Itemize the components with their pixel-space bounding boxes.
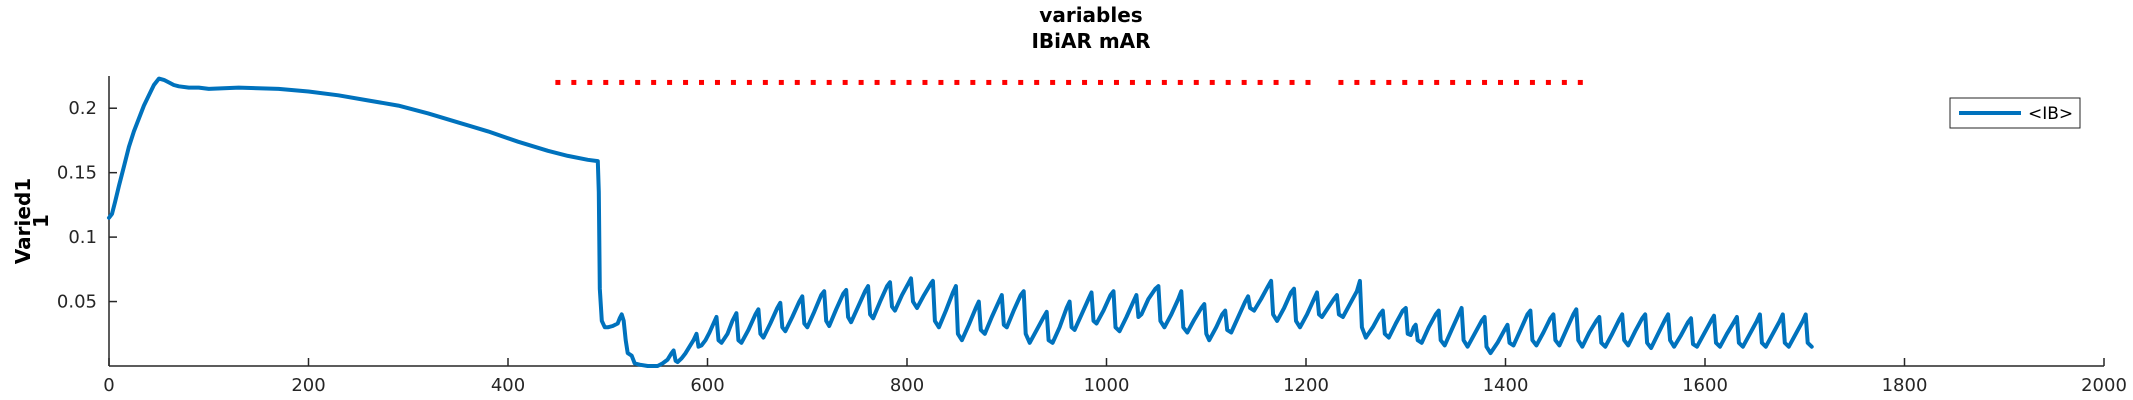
series-lines (107, 76, 1814, 368)
red-dot (1305, 79, 1311, 85)
red-dot (794, 79, 800, 85)
y-axis-label-line-2: 1 (29, 214, 53, 228)
x-tick-label: 400 (491, 375, 525, 396)
red-dot (746, 79, 752, 85)
red-dot (1434, 79, 1440, 85)
red-dot (1529, 79, 1535, 85)
red-dot (1418, 79, 1424, 85)
red-dot (1082, 79, 1088, 85)
red-dot (858, 79, 864, 85)
red-dot (970, 79, 976, 85)
red-dot (619, 79, 625, 85)
red-dot (651, 79, 657, 85)
red-dot (1145, 79, 1151, 85)
red-dot (890, 79, 896, 85)
red-dot (954, 79, 960, 85)
plot-area (109, 76, 2104, 366)
red-dot (1193, 79, 1199, 85)
red-dot (1450, 79, 1456, 85)
red-dotted-marker (555, 79, 1583, 85)
red-dot (1577, 79, 1583, 85)
red-dot (1177, 79, 1183, 85)
red-dot (635, 79, 641, 85)
red-dot (1386, 79, 1392, 85)
red-dot (778, 79, 784, 85)
red-dot (1402, 79, 1408, 85)
x-tick-label: 200 (291, 375, 325, 396)
red-dot (922, 79, 928, 85)
y-tick-label: 0.1 (68, 227, 97, 248)
y-axis-label: Varied1 1 (11, 178, 53, 264)
chart-title-line-2: IBiAR mAR (1031, 29, 1150, 53)
red-dot (1225, 79, 1231, 85)
red-dot (1034, 79, 1040, 85)
red-dot (1050, 79, 1056, 85)
x-tick-label: 800 (890, 375, 924, 396)
red-dot (1338, 79, 1344, 85)
red-dot (1161, 79, 1167, 85)
red-dot (1018, 79, 1024, 85)
series-line-ib (107, 76, 1814, 368)
red-dot (1498, 79, 1504, 85)
red-dot (714, 79, 720, 85)
red-dot (1545, 79, 1551, 85)
chart-title-line-1: variables (1039, 3, 1142, 27)
red-dot (555, 79, 561, 85)
y-ticks: 0.05 0.1 0.15 0.2 (57, 98, 117, 313)
red-dot (1561, 79, 1567, 85)
red-dot (1370, 79, 1376, 85)
x-tick-label: 1400 (1483, 375, 1529, 396)
red-dot (571, 79, 577, 85)
red-dot (730, 79, 736, 85)
red-dot (1289, 79, 1295, 85)
red-dot (1257, 79, 1263, 85)
x-tick-label: 1800 (1882, 375, 1928, 396)
red-dot (810, 79, 816, 85)
red-dot (1466, 79, 1472, 85)
red-dot (667, 79, 673, 85)
red-dot (762, 79, 768, 85)
x-tick-label: 0 (103, 375, 114, 396)
red-dot (842, 79, 848, 85)
red-dot (1113, 79, 1119, 85)
red-dot (1273, 79, 1279, 85)
x-tick-label: 600 (690, 375, 724, 396)
red-dot (906, 79, 912, 85)
red-dot (1482, 79, 1488, 85)
x-tick-label: 2000 (2081, 375, 2127, 396)
y-tick-label: 0.15 (57, 163, 97, 184)
legend-label-ib: <IB> (2028, 104, 2073, 124)
red-dot (1354, 79, 1360, 85)
red-dot (1209, 79, 1215, 85)
plot-axes: 0 200 400 600 800 1000 1200 1400 1600 1800 2000 0.… (57, 76, 2127, 396)
red-dot (1129, 79, 1135, 85)
red-dot (603, 79, 609, 85)
red-dot (1098, 79, 1104, 85)
y-axis-label-line-1: Varied1 (11, 178, 35, 264)
red-dot (1002, 79, 1008, 85)
red-dot (1066, 79, 1072, 85)
x-tick-label: 1000 (1084, 375, 1130, 396)
red-dot (938, 79, 944, 85)
red-dot (699, 79, 705, 85)
red-dot (986, 79, 992, 85)
red-dot (826, 79, 832, 85)
x-ticks: 0 200 400 600 800 1000 1200 1400 1600 1800 2000 (103, 358, 2127, 396)
red-dot (874, 79, 880, 85)
red-dot (1513, 79, 1519, 85)
red-dot (587, 79, 593, 85)
y-tick-label: 0.2 (68, 98, 97, 119)
legend: <IB> (1949, 97, 2081, 129)
y-tick-label: 0.05 (57, 292, 97, 313)
x-tick-label: 1200 (1283, 375, 1329, 396)
red-dot (1241, 79, 1247, 85)
x-tick-label: 1600 (1682, 375, 1728, 396)
red-dot (683, 79, 689, 85)
